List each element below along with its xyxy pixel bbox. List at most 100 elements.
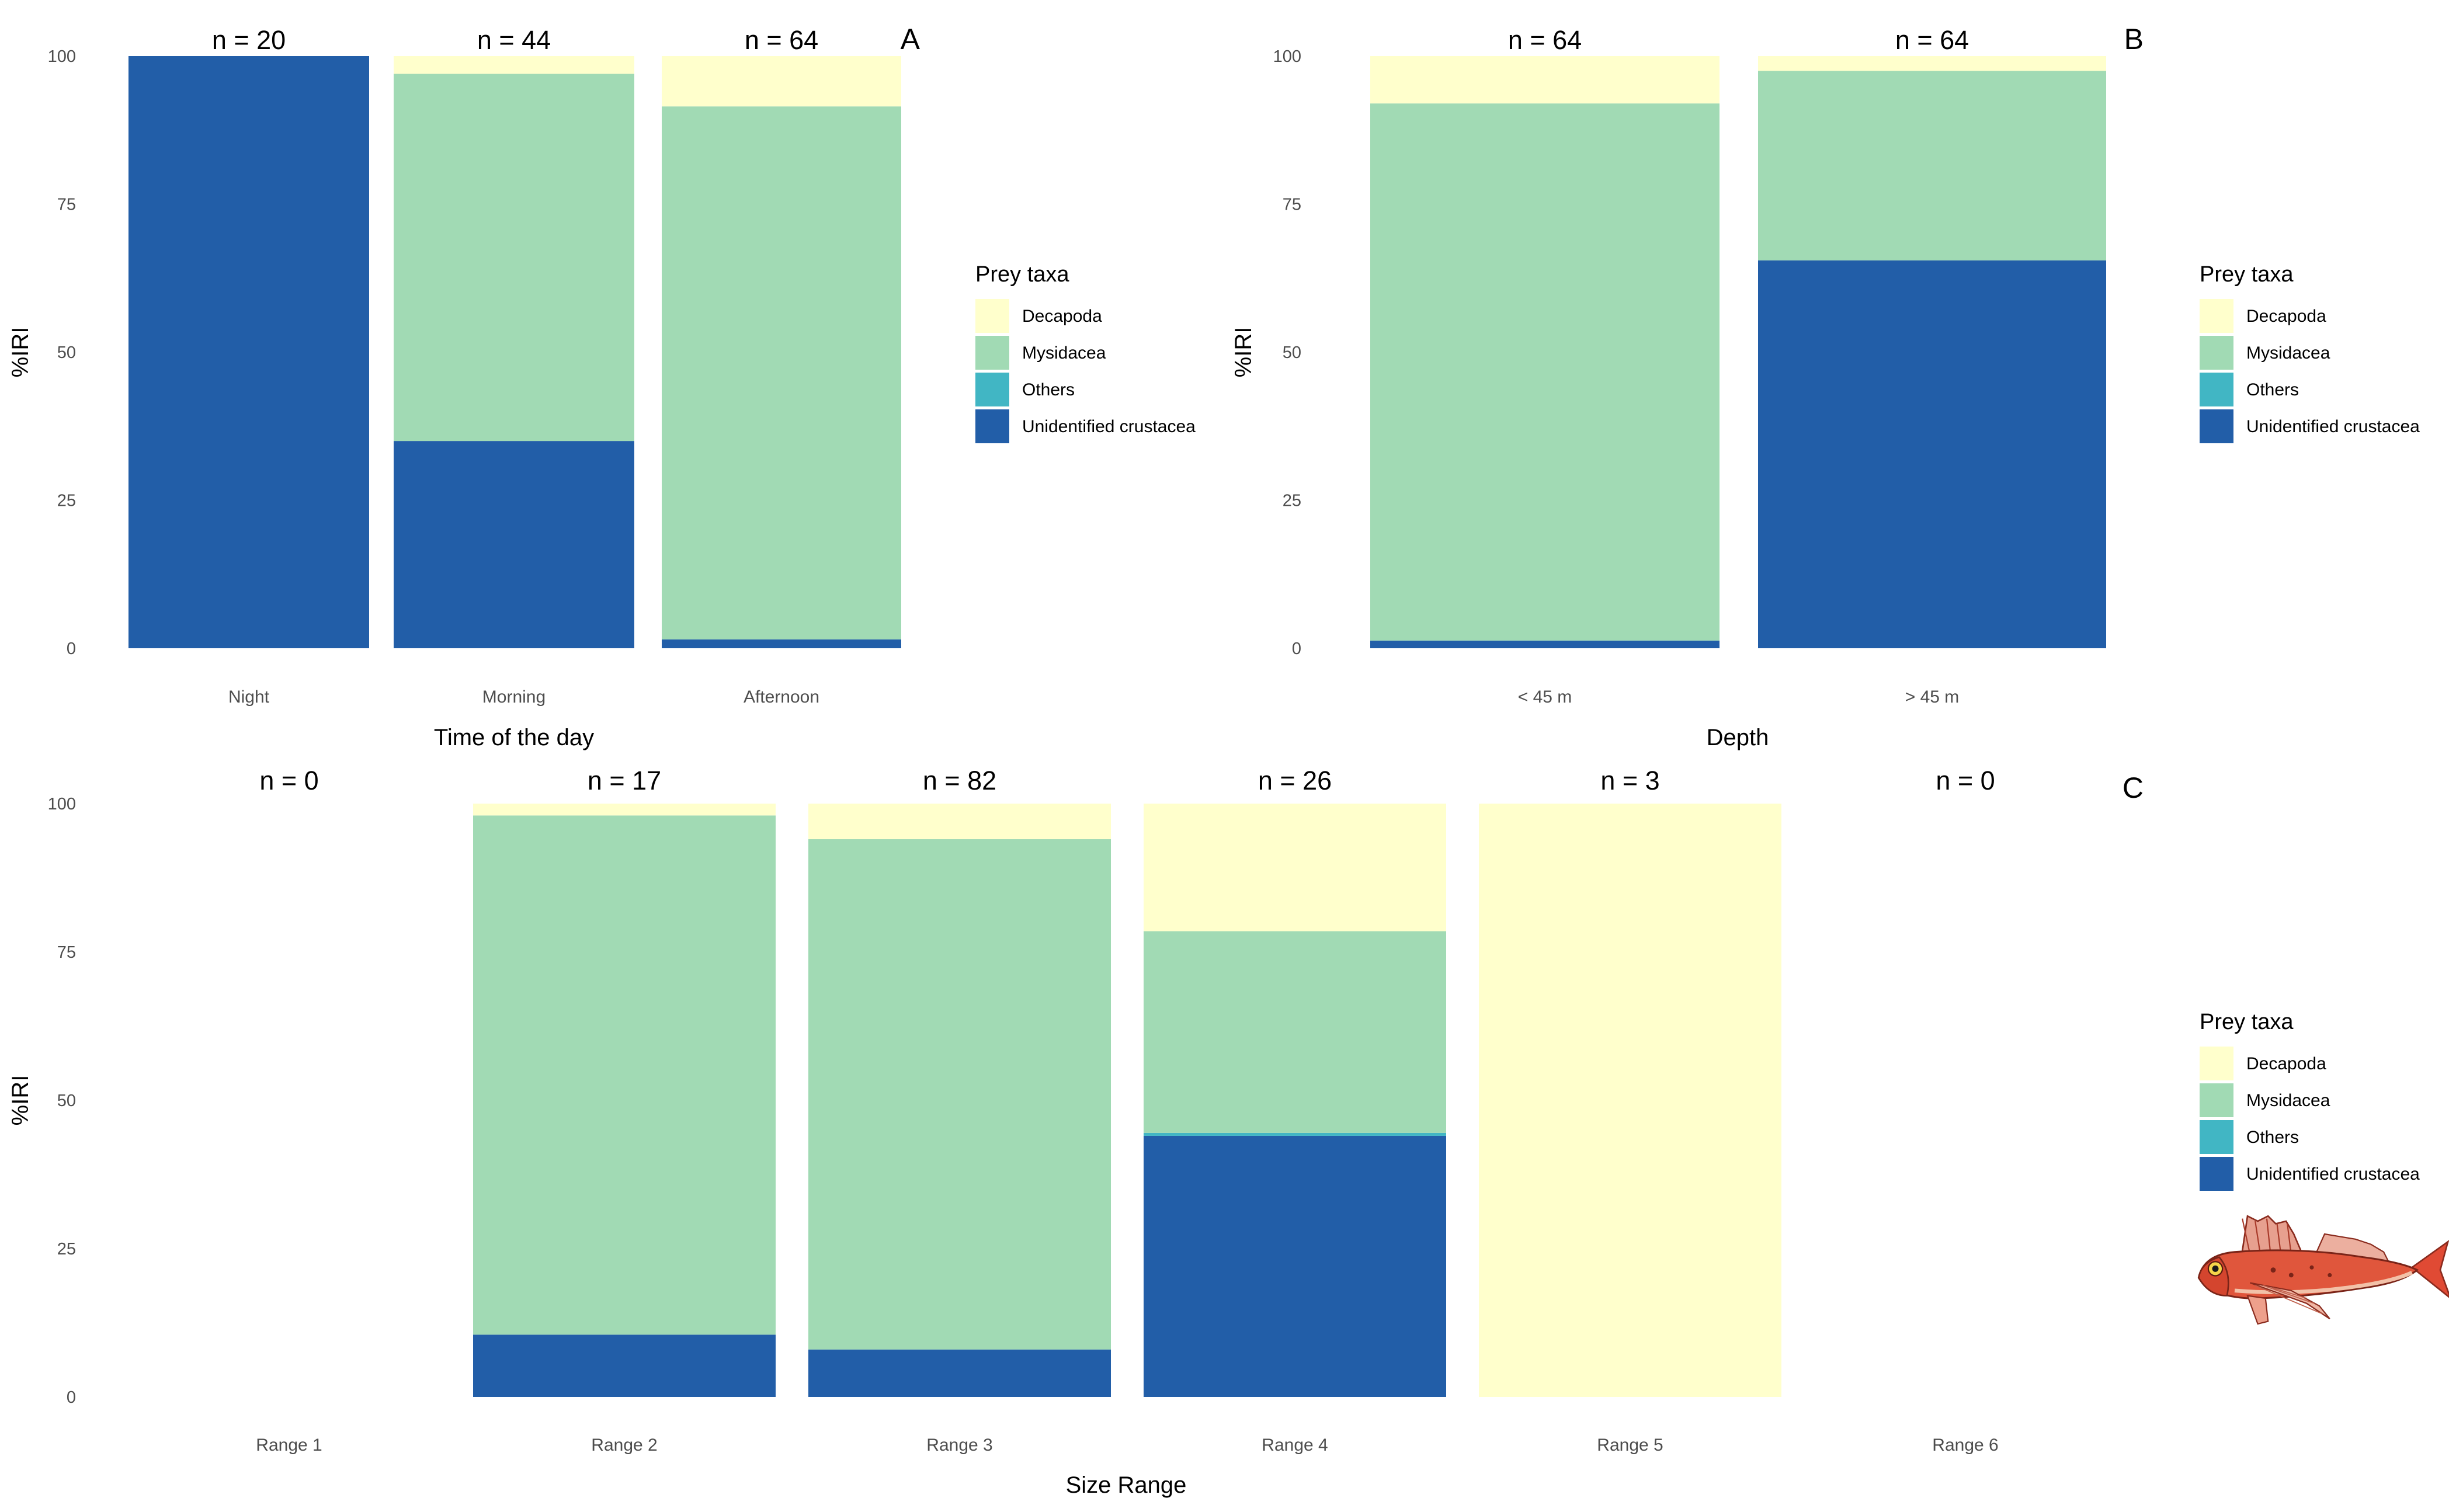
- panel-a-ytick-label: 25: [57, 492, 76, 510]
- panel-c-bar-range-3-unidentified-crustacea: [808, 1349, 1111, 1397]
- panel-c-legend: Prey taxa Decapoda Mysidacea Others Unidenti…: [2200, 1010, 2420, 1191]
- panel-a-legend: Prey taxa Decapoda Mysidacea Others Unidenti…: [975, 262, 1196, 443]
- panel-c-xtick-label: Range 4: [1262, 1435, 1328, 1455]
- panel-a-bar-night-unidentified-crustacea: [128, 56, 369, 648]
- panel-a-ytick-label: 0: [67, 639, 76, 658]
- panel-c-bar-range-3-decapoda: [808, 804, 1111, 839]
- panel-c-bar-range-2-mysidacea: [473, 815, 776, 1335]
- panel-a-xtick-label: Morning: [482, 687, 546, 707]
- panel-c-xtick-label: Range 3: [926, 1435, 992, 1455]
- panel-b-legend-key-others: [2200, 373, 2233, 406]
- panel-b-legend-key-unidentified-crustacea: [2200, 409, 2233, 443]
- panel-c-n-label: n = 17: [588, 766, 661, 795]
- panel-b-n-label: n = 64: [1895, 25, 1969, 55]
- panel-b-ytick-label: 25: [1283, 492, 1301, 510]
- panel-c-bar-range-2-decapoda: [473, 804, 776, 816]
- panel-b-legend-label-others: Others: [2246, 380, 2299, 399]
- panel-c-xlabel: Size Range: [1066, 1472, 1187, 1498]
- panel-c-xtick-label: Range 5: [1597, 1435, 1663, 1455]
- panel-c-xtick-label: Range 1: [256, 1435, 322, 1455]
- panel-c-ytick-label: 25: [57, 1240, 76, 1259]
- panel-b-ytick-label: 100: [1273, 47, 1301, 66]
- panel-c-bar-range-3-mysidacea: [808, 839, 1111, 1350]
- panel-b-legend-label-unidentified-crustacea: Unidentified crustacea: [2246, 417, 2420, 436]
- panel-c-legend-key-others: [2200, 1120, 2233, 1154]
- panel-a-legend-label-unidentified-crustacea: Unidentified crustacea: [1022, 417, 1196, 436]
- panel-b-bar-45-m-decapoda: [1370, 56, 1719, 104]
- panel-c-ytick-label: 75: [57, 943, 76, 962]
- panel-a-legend-label-others: Others: [1022, 380, 1075, 399]
- panel-a-ytick-label: 50: [57, 343, 76, 362]
- panel-a-xtick-label: Afternoon: [744, 687, 819, 707]
- panel-a-bar-afternoon-decapoda: [662, 56, 901, 107]
- panel-a-ytick-label: 75: [57, 196, 76, 214]
- panel-c-bar-range-2-unidentified-crustacea: [473, 1334, 776, 1397]
- panel-b-ytick-label: 75: [1283, 196, 1301, 214]
- panel-c-n-label: n = 0: [1936, 766, 1995, 795]
- panel-c-legend-label-decapoda: Decapoda: [2246, 1054, 2326, 1073]
- panel-c-bar-range-4-unidentified-crustacea: [1144, 1135, 1446, 1397]
- panel-c-bar-range-4-others: [1144, 1132, 1446, 1136]
- panel-c-bar-range-4-decapoda: [1144, 804, 1446, 931]
- panel-a-legend-key-others: [975, 373, 1009, 406]
- panel-b-legend: Prey taxa Decapoda Mysidacea Others Unidenti…: [2200, 262, 2420, 443]
- panel-a-bar-morning-decapoda: [394, 56, 634, 74]
- panel-b-legend-key-mysidacea: [2200, 336, 2233, 370]
- panel-b-xtick-label: > 45 m: [1905, 687, 1960, 707]
- panel-b-ylabel: %IRI: [1231, 327, 1256, 378]
- panel-a-legend-label-decapoda: Decapoda: [1022, 307, 1102, 326]
- panel-b-xlabel: Depth: [1707, 725, 1769, 750]
- panel-b-n-label: n = 64: [1508, 25, 1582, 55]
- panel-a-xtick-label: Night: [228, 687, 270, 707]
- panel-a-xlabel: Time of the day: [434, 725, 594, 750]
- panel-a-bar-morning-unidentified-crustacea: [394, 441, 634, 648]
- panel-c-legend-title: Prey taxa: [2200, 1010, 2294, 1034]
- panel-b-ytick-label: 0: [1292, 639, 1301, 658]
- panel-c-bar-range-4-mysidacea: [1144, 931, 1446, 1133]
- panel-a-legend-key-mysidacea: [975, 336, 1009, 370]
- panel-c-n-label: n = 0: [259, 766, 318, 795]
- panel-a-legend-key-unidentified-crustacea: [975, 409, 1009, 443]
- panel-b-bar-45-m-mysidacea: [1370, 103, 1719, 641]
- panel-c-xtick-label: Range 6: [1932, 1435, 1998, 1455]
- panel-a-n-label: n = 64: [745, 25, 818, 55]
- panel-b-legend-label-mysidacea: Mysidacea: [2246, 343, 2330, 363]
- panel-b-ytick-label: 50: [1283, 343, 1301, 362]
- panel-c-bar-range-5-decapoda: [1479, 804, 1781, 1397]
- panel-b-legend-title: Prey taxa: [2200, 262, 2294, 287]
- panel-a-bar-morning-mysidacea: [394, 74, 634, 442]
- panel-a-legend-label-mysidacea: Mysidacea: [1022, 343, 1106, 363]
- panel-a-letter: A: [901, 23, 920, 55]
- panel-c-n-label: n = 3: [1600, 766, 1659, 795]
- panel-c-legend-label-others: Others: [2246, 1128, 2299, 1147]
- panel-a-bar-afternoon-unidentified-crustacea: [662, 639, 901, 648]
- panel-b-bar-45-m-mysidacea: [1758, 71, 2106, 260]
- panel-b-bar-45-m-unidentified-crustacea: [1370, 640, 1719, 648]
- panel-c-ylabel: %IRI: [8, 1075, 33, 1126]
- panel-c-legend-key-decapoda: [2200, 1047, 2233, 1080]
- panel-b-letter: B: [2124, 23, 2144, 55]
- panel-c-ytick-label: 0: [67, 1388, 76, 1407]
- panel-b-legend-label-decapoda: Decapoda: [2246, 307, 2326, 326]
- panel-a-bar-afternoon-mysidacea: [662, 106, 901, 639]
- panel-c-ytick-label: 100: [48, 795, 76, 814]
- panel-b-bar-45-m-unidentified-crustacea: [1758, 260, 2106, 649]
- panel-b-legend-key-decapoda: [2200, 299, 2233, 333]
- panel-a-ylabel: %IRI: [8, 327, 33, 378]
- panel-b: 0 25 50 75 100 %IRI < 45 m n = 64 > 45 m n = 64 De…: [1231, 23, 2420, 750]
- panel-c-n-label: n = 82: [923, 766, 996, 795]
- panel-a: 0 25 50 75 100 %IRI Night n = 20 Morning n = 44 Af…: [8, 23, 1196, 750]
- panel-c-legend-label-mysidacea: Mysidacea: [2246, 1091, 2330, 1110]
- panel-a-n-label: n = 20: [212, 25, 286, 55]
- panel-c-legend-key-unidentified-crustacea: [2200, 1157, 2233, 1191]
- panel-c-legend-key-mysidacea: [2200, 1083, 2233, 1117]
- panel-c-ytick-label: 50: [57, 1092, 76, 1110]
- panel-a-legend-key-decapoda: [975, 299, 1009, 333]
- panel-b-bar-45-m-decapoda: [1758, 56, 2106, 71]
- panel-c-legend-label-unidentified-crustacea: Unidentified crustacea: [2246, 1165, 2420, 1184]
- panel-c-letter: C: [2123, 771, 2144, 804]
- red-gurnard-fish-icon: [2197, 1215, 2449, 1325]
- panel-a-ytick-label: 100: [48, 47, 76, 66]
